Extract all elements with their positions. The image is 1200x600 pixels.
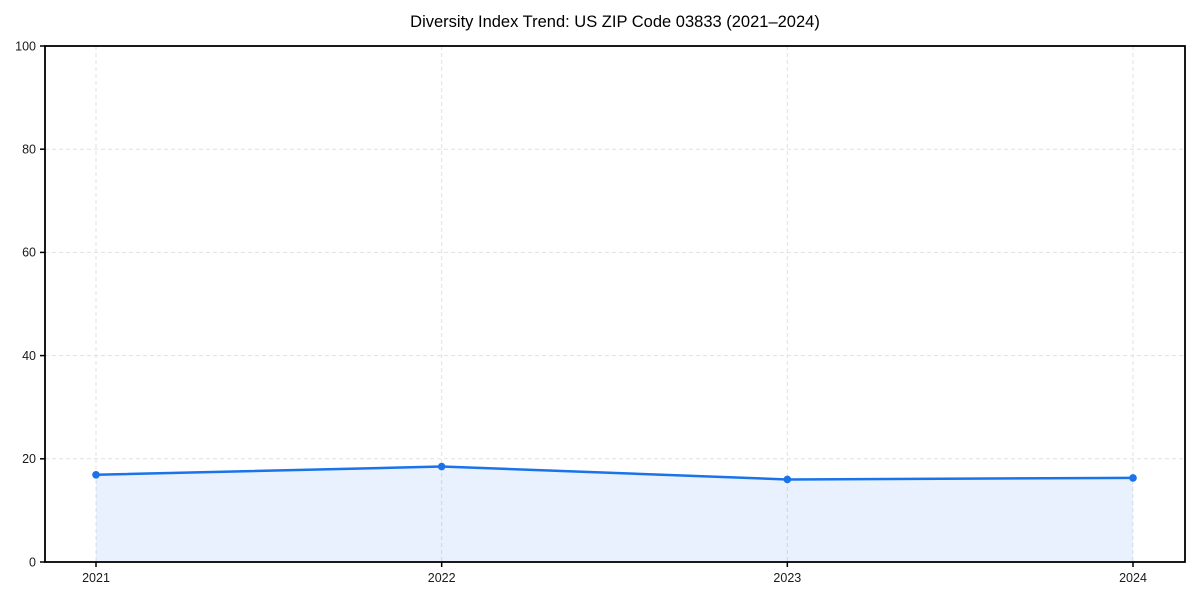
data-point [437, 462, 446, 471]
data-point [1129, 474, 1137, 482]
chart-title: Diversity Index Trend: US ZIP Code 03833… [410, 13, 820, 31]
data-point [783, 475, 792, 484]
y-tick-label: 80 [22, 143, 36, 157]
x-tick-label: 2022 [428, 571, 456, 585]
trend-line [94, 465, 1135, 481]
y-tick-label: 20 [22, 452, 36, 466]
x-tick-label: 2021 [82, 571, 110, 585]
data-point [92, 470, 100, 479]
area-fill [96, 466, 1133, 562]
y-tick-label: 0 [29, 555, 36, 569]
x-tick-label: 2023 [773, 571, 801, 585]
y-tick-label: 100 [15, 39, 36, 53]
x-tick-label: 2024 [1119, 571, 1147, 585]
y-tick-label: 40 [22, 349, 36, 363]
y-tick-label: 60 [22, 246, 36, 260]
plot-border [44, 45, 1186, 563]
